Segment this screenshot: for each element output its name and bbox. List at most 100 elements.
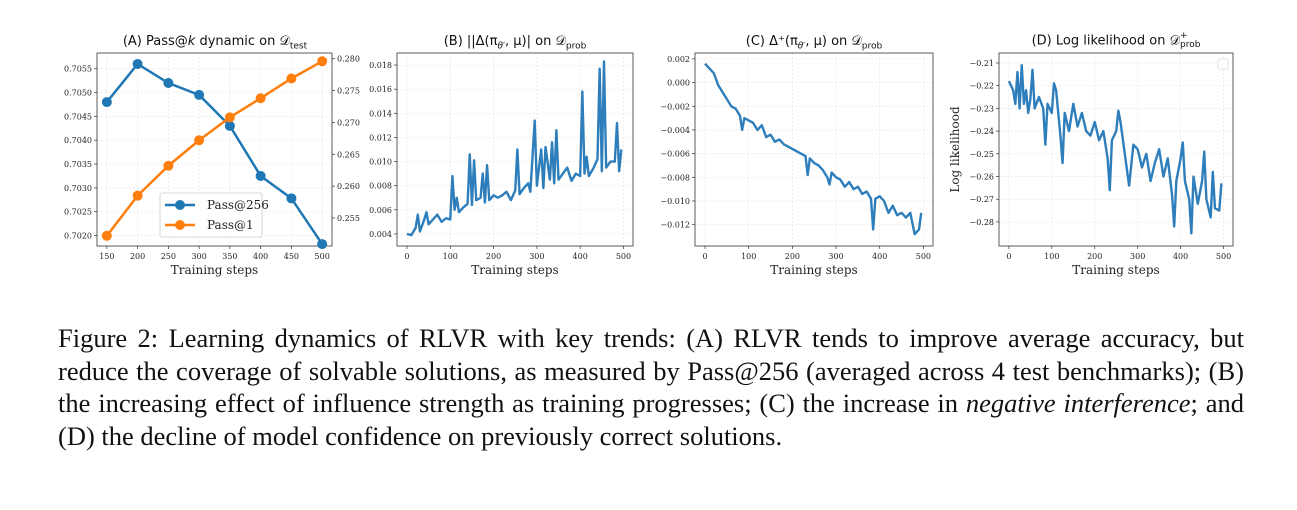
figure-caption: Figure 2: Learning dynamics of RLVR with… [58, 322, 1244, 452]
y-tick-label: −0.002 [660, 102, 690, 111]
title-text: , μ)| on 𝒟 [505, 34, 566, 49]
x-axis-label: Training steps [471, 263, 558, 277]
y-tick-label: 0.018 [369, 61, 392, 70]
title-sup: + [1179, 31, 1188, 41]
y-tick-label: −0.22 [969, 82, 994, 91]
data-point [224, 120, 235, 131]
y-right-tick-label: 0.275 [337, 87, 360, 96]
y-tick-label: −0.008 [660, 173, 690, 182]
y-tick-label: 0.7040 [64, 136, 92, 145]
data-point [163, 160, 174, 171]
data-point [317, 239, 328, 250]
y-tick-label: 0.7055 [64, 65, 92, 74]
data-point [255, 93, 266, 104]
y-tick-label: 0.7030 [64, 184, 92, 193]
x-tick-label: 200 [130, 252, 145, 261]
legend-box [1217, 58, 1229, 70]
title-text: (A) Pass@ [122, 34, 188, 49]
caption-emphasis: negative interference [965, 388, 1191, 418]
x-tick-label: 200 [1087, 252, 1102, 261]
data-point [286, 193, 297, 204]
y-tick-label: 0.7020 [64, 232, 92, 241]
title-var: θ′ [497, 41, 506, 52]
title-var: θ′ [797, 41, 806, 52]
y-tick-label: 0.016 [369, 85, 392, 94]
y-tick-label: 0.7035 [64, 160, 92, 169]
x-axis-label: Training steps [770, 263, 857, 277]
x-tick-label: 300 [1130, 252, 1145, 261]
title-text: (C) Δ⁺(π [745, 34, 798, 49]
data-point [101, 230, 112, 241]
y-right-tick-label: 0.255 [337, 214, 360, 223]
legend: Pass@256 Pass@1 [159, 192, 269, 238]
title-text: (D) Log likelihood on 𝒟 [1031, 33, 1180, 49]
x-tick-label: 0 [404, 252, 409, 261]
y-tick-label: 0.006 [369, 206, 392, 215]
panel-c-title: (C) Δ⁺(πθ′, μ) on 𝒟prob [746, 34, 882, 52]
x-tick-label: 300 [529, 252, 544, 261]
data-point [224, 112, 235, 123]
series-line [704, 62, 923, 236]
data-point [101, 97, 112, 108]
x-tick-label: 400 [253, 252, 268, 261]
data-point [194, 89, 205, 100]
y-tick-label: 0.014 [369, 109, 392, 118]
plot-frame [396, 52, 634, 247]
y-right-tick-label: 0.270 [337, 118, 360, 127]
plot-frame [998, 52, 1234, 247]
legend-label: Pass@256 [207, 198, 269, 212]
y-tick-label: −0.25 [969, 150, 994, 159]
x-tick-label: 450 [284, 252, 299, 261]
x-axis-label: Training steps [171, 263, 258, 277]
title-sub: prob [861, 41, 883, 52]
y-tick-label: −0.012 [660, 221, 690, 230]
y-tick-label: 0.7025 [64, 208, 92, 217]
x-tick-label: 200 [486, 252, 501, 261]
plot-frame [694, 52, 934, 247]
x-tick-label: 500 [616, 252, 631, 261]
x-tick-label: 400 [872, 252, 887, 261]
legend-marker [175, 220, 185, 230]
data-point [194, 135, 205, 146]
y-tick-label: 0.7045 [64, 112, 92, 121]
x-tick-label: 500 [1216, 252, 1231, 261]
title-text: , μ) on 𝒟 [805, 34, 862, 49]
x-axis-label: Training steps [1072, 263, 1159, 277]
panel-b-title: (B) ||Δ(πθ′, μ)| on 𝒟prob [444, 34, 587, 52]
y-tick-label: −0.24 [969, 127, 994, 136]
y-right-tick-label: 0.260 [337, 182, 360, 191]
y-tick-label: 0.010 [369, 158, 392, 167]
data-point [255, 170, 266, 181]
y-tick-label: −0.23 [969, 104, 994, 113]
plot-frame [96, 52, 333, 247]
data-point [163, 78, 174, 89]
x-tick-label: 300 [191, 252, 206, 261]
legend-label: Pass@1 [207, 218, 254, 232]
panel-d-title: (D) Log likelihood on 𝒟 + prob [1032, 32, 1201, 50]
figure-charts: 150 200 250 300 350 400 450 500 0.7020 0.7025 0.70… [64, 52, 1234, 277]
x-tick-label: 350 [222, 252, 237, 261]
x-tick-label: 200 [785, 252, 800, 261]
x-tick-label: 250 [161, 252, 176, 261]
y-right-tick-label: 0.280 [337, 55, 360, 64]
x-tick-label: 400 [573, 252, 588, 261]
y-tick-label: 0.012 [369, 133, 392, 142]
x-tick-label: 150 [99, 252, 114, 261]
series-line-passat256 [105, 62, 324, 245]
title-sub: prob [1179, 40, 1201, 50]
x-tick-label: 100 [443, 252, 458, 261]
caption-text: ; and (D) the decline of model confidenc… [58, 388, 1244, 451]
y-tick-label: −0.006 [660, 150, 690, 159]
y-tick-label: −0.004 [660, 126, 690, 135]
caption-text: Figure 2: Learning dynamics of RLVR with… [58, 323, 1244, 418]
y-tick-label: −0.28 [969, 218, 994, 227]
data-point [132, 190, 143, 201]
y-axis-label: Log likelihood [948, 106, 962, 193]
y-tick-label: −0.21 [969, 59, 994, 68]
x-tick-label: 300 [828, 252, 843, 261]
legend-marker [175, 200, 185, 210]
series-line [1007, 64, 1223, 235]
data-point [317, 56, 328, 67]
x-tick-label: 100 [1044, 252, 1059, 261]
x-tick-label: 0 [702, 252, 707, 261]
